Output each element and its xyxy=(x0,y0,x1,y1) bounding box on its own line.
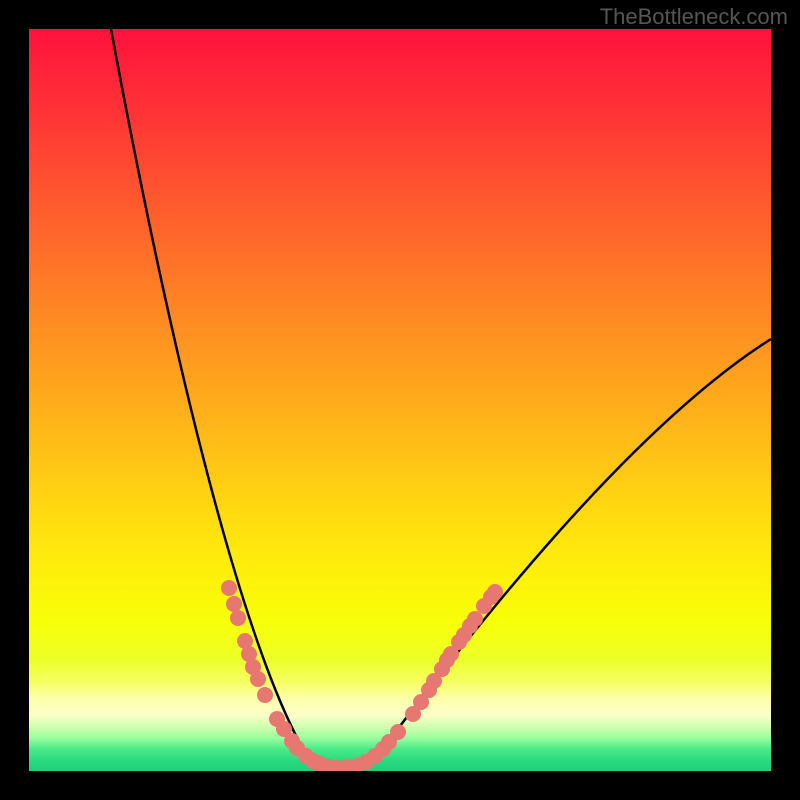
data-dot xyxy=(250,671,266,687)
watermark-text: TheBottleneck.com xyxy=(600,4,788,30)
chart-canvas: TheBottleneck.com xyxy=(0,0,800,800)
data-dot xyxy=(230,610,246,626)
data-dot xyxy=(226,596,242,612)
data-dot xyxy=(390,724,406,740)
data-dots xyxy=(221,580,503,771)
curve-layer xyxy=(29,29,771,771)
data-dot xyxy=(467,611,483,627)
data-dot xyxy=(221,580,237,596)
data-dot xyxy=(487,584,503,600)
plot-area xyxy=(29,29,771,771)
data-dot xyxy=(257,687,273,703)
